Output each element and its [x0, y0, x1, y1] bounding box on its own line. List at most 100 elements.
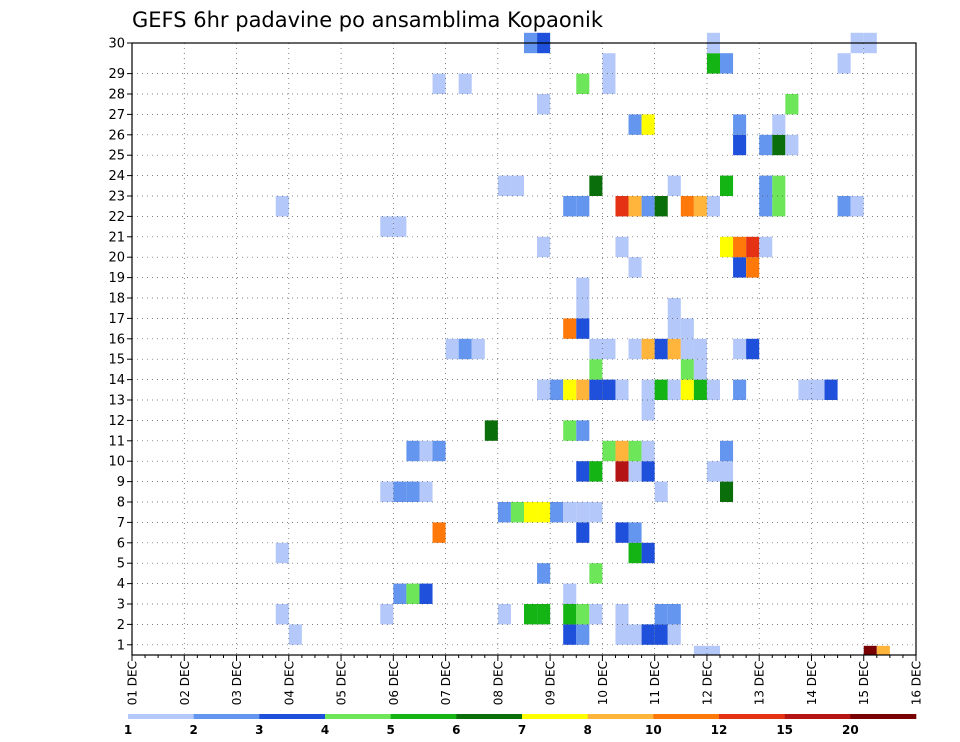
heatmap-cell — [654, 604, 668, 625]
y-tick-label: 12 — [108, 414, 125, 429]
heatmap-cell — [589, 379, 603, 400]
heatmap-cell — [628, 196, 642, 217]
grid-lines — [132, 43, 916, 655]
heatmap-cell — [393, 216, 407, 237]
colorbar-label: 4 — [321, 723, 329, 737]
heatmap-cell — [589, 604, 603, 625]
heatmap-cell — [837, 196, 851, 217]
heatmap-cell — [537, 94, 551, 115]
heatmap-cell — [654, 196, 668, 217]
heatmap-cell — [667, 624, 681, 645]
y-tick-label: 16 — [108, 332, 125, 347]
heatmap-cell — [641, 624, 655, 645]
heatmap-cell — [876, 645, 890, 655]
heatmap-cell — [393, 481, 407, 502]
heatmap-cell — [628, 440, 642, 462]
x-tick-label: 13 DEC — [753, 661, 767, 705]
colorbar-swatch — [325, 714, 391, 719]
heatmap-cell — [720, 53, 734, 74]
heatmap-cell — [733, 114, 747, 135]
heatmap-cell — [615, 522, 629, 543]
heatmap-cell — [537, 604, 551, 625]
heatmap-cell — [615, 440, 629, 462]
heatmap-cell — [497, 604, 511, 625]
heatmap-cells — [275, 32, 890, 655]
heatmap-cell — [589, 175, 603, 196]
y-tick-label: 14 — [108, 373, 125, 388]
colorbar-swatch — [719, 714, 785, 719]
heatmap-cell — [733, 236, 747, 258]
y-tick-label: 20 — [108, 251, 125, 266]
heatmap-cell — [458, 338, 472, 360]
heatmap-cell — [589, 338, 603, 360]
y-tick-label: 26 — [108, 128, 125, 143]
y-tick-label: 22 — [108, 210, 125, 225]
heatmap-cell — [641, 400, 655, 421]
y-tick-label: 27 — [108, 108, 125, 123]
heatmap-cell — [733, 338, 747, 360]
heatmap-cell — [576, 624, 590, 645]
heatmap-cell — [706, 196, 720, 217]
heatmap-cell — [510, 175, 524, 196]
x-axis: 01 DEC 02 DEC 03 DEC 04 DEC 05 DEC 06 DEC 07 D… — [126, 655, 924, 705]
heatmap-cell — [746, 338, 760, 360]
x-tick-label: 16 DEC — [910, 661, 924, 705]
x-tick-label: 11 DEC — [648, 661, 662, 705]
heatmap-cell — [406, 440, 420, 462]
x-tick-label: 07 DEC — [439, 661, 453, 705]
y-tick-label: 6 — [117, 536, 125, 551]
heatmap-cell — [746, 236, 760, 258]
heatmap-cell — [576, 461, 590, 482]
heatmap-cell — [654, 379, 668, 400]
y-tick-label: 4 — [117, 577, 125, 592]
heatmap-cell — [667, 379, 681, 400]
heatmap-cell — [850, 196, 864, 217]
heatmap-cell — [380, 481, 394, 502]
colorbar-label: 7 — [518, 723, 526, 737]
heatmap-cell — [497, 502, 511, 523]
colorbar-label: 2 — [189, 723, 197, 737]
heatmap-cell — [798, 379, 812, 400]
heatmap-cell — [628, 542, 642, 564]
colorbar-swatch — [128, 714, 194, 719]
y-tick-label: 3 — [117, 598, 125, 613]
colorbar-swatch — [456, 714, 523, 719]
heatmap-cell — [432, 522, 446, 543]
heatmap-cell — [667, 338, 681, 360]
colorbar-swatch — [850, 714, 917, 719]
heatmap-cell — [589, 563, 603, 584]
heatmap-cell — [537, 236, 551, 258]
heatmap-cell — [759, 175, 773, 196]
heatmap-cell — [563, 583, 577, 604]
y-tick-label: 19 — [108, 271, 125, 286]
heatmap-cell — [563, 196, 577, 217]
heatmap-cell — [419, 481, 433, 502]
heatmap-cell — [759, 134, 773, 156]
heatmap-cell — [654, 338, 668, 360]
heatmap-cell — [563, 502, 577, 523]
heatmap-cell — [628, 257, 642, 278]
heatmap-cell — [680, 379, 694, 400]
x-tick-label: 09 DEC — [544, 661, 558, 705]
heatmap-cell — [550, 502, 564, 523]
heatmap-cell — [550, 379, 564, 400]
heatmap-cell — [680, 196, 694, 217]
heatmap-cell — [667, 604, 681, 625]
x-tick-label: 08 DEC — [491, 661, 505, 705]
heatmap-cell — [772, 196, 786, 217]
y-tick-label: 21 — [108, 230, 125, 245]
heatmap-cell — [419, 583, 433, 604]
chart-title: GEFS 6hr padavine po ansamblima Kopaonik — [132, 8, 604, 32]
heatmap-cell — [275, 542, 289, 564]
colorbar-label: 6 — [452, 723, 460, 737]
heatmap-cell — [628, 461, 642, 482]
heatmap-cell — [706, 461, 720, 482]
heatmap-cell — [576, 604, 590, 625]
heatmap-cell — [680, 359, 694, 380]
y-tick-label: 17 — [108, 312, 125, 327]
heatmap-cell — [510, 502, 524, 523]
heatmap-cell — [537, 563, 551, 584]
heatmap-cell — [746, 257, 760, 278]
heatmap-cell — [824, 379, 838, 400]
heatmap-cell — [720, 461, 734, 482]
